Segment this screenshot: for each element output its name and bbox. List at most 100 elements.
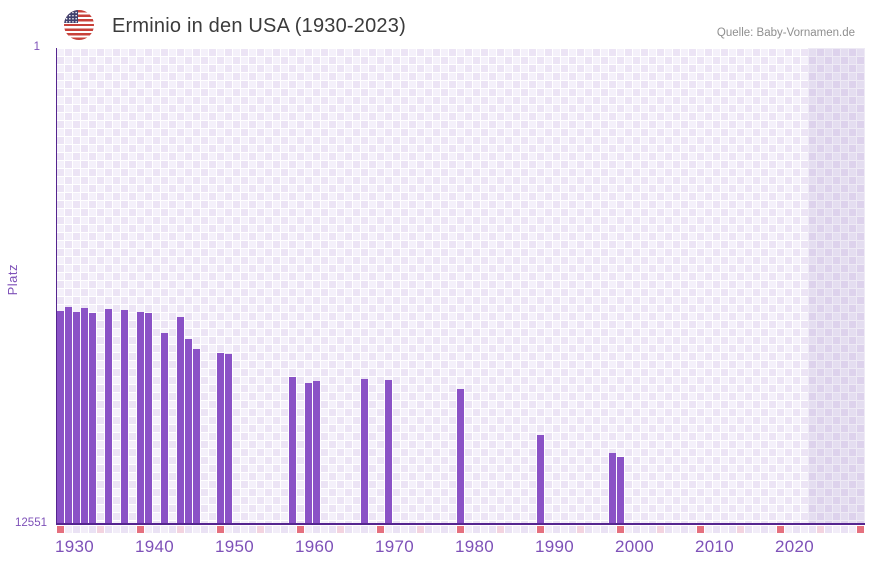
timeline-cell-1945 [176,526,184,533]
timeline-cell-1986 [504,526,512,533]
x-tick-label-1960: 1960 [295,537,335,556]
bar-1930[interactable] [56,311,64,524]
timeline-cell-2007 [672,526,680,533]
bar-1945[interactable] [176,316,184,524]
timeline-cell-2019 [768,526,776,533]
timeline-cell-1954 [248,526,256,533]
source-link[interactable]: Quelle: Baby-Vornamen.de [716,27,855,39]
timeline-cell-1970 [376,526,384,533]
timeline-cell-2012 [712,526,720,533]
x-tick-label-1950: 1950 [215,537,255,556]
timeline-cell-1934 [88,526,96,533]
timeline-cell-2006 [664,526,672,533]
timeline-cell-1976 [424,526,432,533]
timeline-cell-1996 [584,526,592,533]
timeline-cell-1987 [512,526,520,533]
bar-1971[interactable] [384,380,392,524]
timeline-cell-2000 [616,526,624,533]
timeline-cell-1936 [104,526,112,533]
x-tick-label-1940: 1940 [135,537,175,556]
timeline-cell-1961 [304,526,312,533]
timeline-cell-2022 [792,526,800,533]
timeline-cell-1944 [168,526,176,533]
bar-1959[interactable] [288,377,296,524]
bar-1943[interactable] [160,333,168,524]
bar-1931[interactable] [64,307,72,524]
timeline-cell-1992 [552,526,560,533]
y-axis-line [55,48,58,525]
timeline-cell-1988 [520,526,528,533]
x-tick-label-1970: 1970 [375,537,415,556]
timeline-cell-1946 [184,526,192,533]
bar-1961[interactable] [304,383,312,524]
timeline-cell-1937 [112,526,120,533]
bar-1940[interactable] [136,312,144,524]
timeline-cell-2020 [776,526,784,533]
timeline-cell-1951 [224,526,232,533]
timeline-cell-1932 [72,526,80,533]
timeline-cell-2021 [784,526,792,533]
timeline-cell-2029 [848,526,856,533]
bar-1990[interactable] [536,435,544,524]
y-axis-title: Platz [5,264,20,296]
bar-1980[interactable] [456,389,464,524]
timeline-cell-1994 [568,526,576,533]
timeline-cell-1947 [192,526,200,533]
x-axis-line [55,523,865,525]
x-tick-label-2000: 2000 [615,537,655,556]
timeline-cell-1975 [416,526,424,533]
timeline-cell-1949 [208,526,216,533]
bar-1951[interactable] [224,354,232,524]
bar-1938[interactable] [120,310,128,524]
timeline-cell-2004 [648,526,656,533]
bar-1934[interactable] [88,313,96,524]
timeline-cell-1962 [312,526,320,533]
timeline-cell-1997 [592,526,600,533]
bar-1950[interactable] [216,353,224,524]
timeline-cell-1969 [368,526,376,533]
timeline-cell-1935 [96,526,104,533]
timeline-cell-1979 [448,526,456,533]
bar-1932[interactable] [72,312,80,524]
timeline-cell-1995 [576,526,584,533]
bar-1962[interactable] [312,381,320,524]
timeline-cell-1974 [408,526,416,533]
timeline-cell-1977 [432,526,440,533]
bar-1946[interactable] [184,339,192,524]
timeline-cell-1971 [384,526,392,533]
timeline-cell-1957 [272,526,280,533]
bar-1999[interactable] [608,453,616,524]
timeline-cell-1972 [392,526,400,533]
bar-2000[interactable] [616,457,624,524]
bar-1968[interactable] [360,379,368,524]
bar-1947[interactable] [192,349,200,524]
timeline-cell-2017 [752,526,760,533]
x-tick-label-2010: 2010 [695,537,735,556]
timeline-cell-2010 [696,526,704,533]
timeline-cell-1960 [296,526,304,533]
timeline-cell-1933 [80,526,88,533]
timeline-cell-2005 [656,526,664,533]
timeline-cell-1965 [336,526,344,533]
timeline-cell-1998 [600,526,608,533]
bar-1936[interactable] [104,309,112,524]
x-tick-label-1930: 1930 [55,537,95,556]
timeline-cell-2023 [800,526,808,533]
timeline-cell-1964 [328,526,336,533]
timeline-cell-1967 [352,526,360,533]
timeline-cell-2009 [688,526,696,533]
bar-1941[interactable] [144,313,152,524]
timeline-cell-1963 [320,526,328,533]
timeline-cell-2016 [744,526,752,533]
timeline-cell-1999 [608,526,616,533]
y-axis-label-top: 1 [33,41,40,53]
timeline-cell-2001 [624,526,632,533]
timeline-cell-1948 [200,526,208,533]
timeline-cell-2025 [816,526,824,533]
timeline-cell-1958 [280,526,288,533]
x-tick-label-2020: 2020 [775,537,815,556]
timeline-cell-1941 [144,526,152,533]
bar-1933[interactable] [80,307,88,524]
timeline-cell-2028 [840,526,848,533]
